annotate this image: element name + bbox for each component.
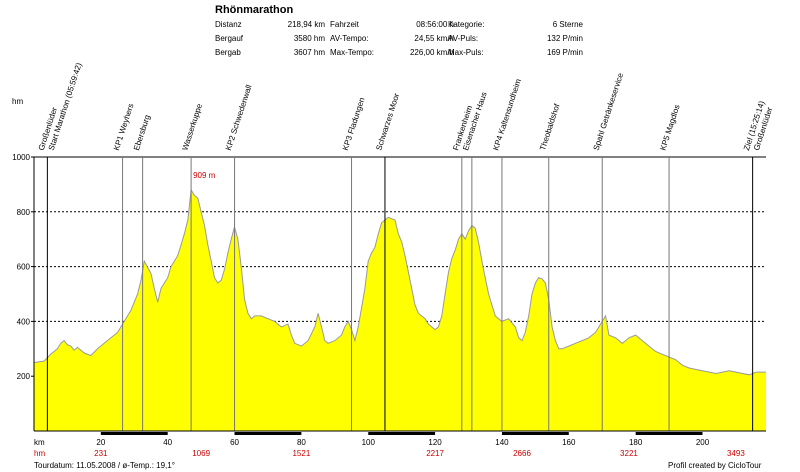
- x-tick-label: 20: [96, 438, 105, 447]
- x-axis-label: km: [34, 438, 45, 447]
- footer-credit: Profil created by CicloTour: [668, 461, 762, 470]
- stat-value: 226,00 km/h: [409, 48, 454, 57]
- stat-label: Kategorie:: [448, 20, 485, 29]
- waypoint-label: Theobaldshof: [538, 102, 562, 152]
- distance-bar-segment: [501, 432, 569, 435]
- stat-label: AV-Puls:: [448, 34, 479, 43]
- peak-label: 909 m: [193, 171, 216, 180]
- hm-tick-label: 3493: [727, 449, 745, 458]
- waypoint-label: KP5 Magdlos: [658, 104, 681, 152]
- elevation-fill: [34, 189, 766, 431]
- x-tick-label: 180: [629, 438, 643, 447]
- stat-label: Max-Puls:: [448, 48, 484, 57]
- x-tick-label: 200: [696, 438, 710, 447]
- stat-value: 132 P/min: [546, 34, 583, 43]
- y-tick-label: 800: [17, 208, 31, 217]
- hm-row-label: hm: [34, 449, 45, 458]
- distance-bar-segment: [234, 432, 302, 435]
- x-tick-label: 40: [163, 438, 172, 447]
- hm-tick-label: 2217: [426, 449, 444, 458]
- elevation-area: [33, 188, 766, 431]
- waypoint-label: Ebersburg: [132, 114, 152, 152]
- stat-value: 08:56:00 h: [416, 20, 454, 29]
- tick-labels: 200 400 600 800 1000 hm 20 40 60 80 100 120 140 160 18…: [12, 97, 745, 458]
- chart-title: Rhönmarathon: [215, 4, 294, 16]
- x-tick-label: 140: [495, 438, 509, 447]
- waypoint-label: KP1 Weyhers: [112, 102, 136, 151]
- waypoint-label: Start Marathon (05:59:42): [47, 61, 84, 151]
- stat-value: 3607 hm: [293, 48, 325, 57]
- stat-label: Bergauf: [215, 34, 244, 43]
- y-axis-label: hm: [12, 97, 23, 106]
- y-tick-label: 200: [17, 372, 31, 381]
- waypoint-label: KP4 Kaltensundheim: [491, 77, 523, 151]
- x-tick-label: 120: [428, 438, 442, 447]
- stat-value: 24,55 km/h: [414, 34, 454, 43]
- elevation-line: [33, 188, 766, 376]
- distance-bar-segment: [368, 432, 436, 435]
- axes: [33, 157, 766, 435]
- stat-label: Max-Tempo:: [330, 48, 375, 57]
- y-tick-label: 600: [17, 263, 31, 272]
- stat-label: Bergab: [215, 48, 241, 57]
- hm-tick-label: 3221: [620, 449, 638, 458]
- waypoint-label: Wasserkuppe: [180, 102, 204, 152]
- y-tick-label: 1000: [12, 153, 30, 162]
- waypoint-label: Schwarzes Moor: [374, 92, 401, 152]
- hm-tick-label: 1521: [292, 449, 310, 458]
- stat-label: AV-Tempo:: [330, 34, 369, 43]
- stat-label: Fahrzeit: [330, 20, 359, 29]
- distance-bar-segment: [635, 432, 703, 435]
- stat-label: Distanz: [215, 20, 242, 29]
- stat-value: 169 P/min: [546, 48, 583, 57]
- waypoint-label: KP3 Fladungen: [341, 96, 367, 151]
- hm-tick-label: 2666: [513, 449, 531, 458]
- x-tick-label: 160: [562, 438, 576, 447]
- stat-value: 218,94 km: [287, 20, 325, 29]
- stat-value: 6 Sterne: [552, 20, 583, 29]
- distance-bar-segment: [100, 432, 168, 435]
- footer-tour-date: Tourdatum: 11.05.2008 / ø-Temp.: 19,1°: [34, 461, 175, 470]
- waypoint-label: Spahl Getränkeservice: [592, 71, 626, 151]
- x-tick-label: 100: [362, 438, 376, 447]
- x-tick-label: 80: [297, 438, 306, 447]
- waypoint-label: KP2 Schwedenwall: [224, 83, 254, 151]
- x-tick-label: 60: [230, 438, 239, 447]
- hm-tick-label: 1069: [192, 449, 210, 458]
- stat-value: 3580 hm: [293, 34, 325, 43]
- hm-tick-label: 231: [94, 449, 108, 458]
- y-tick-label: 400: [17, 317, 31, 326]
